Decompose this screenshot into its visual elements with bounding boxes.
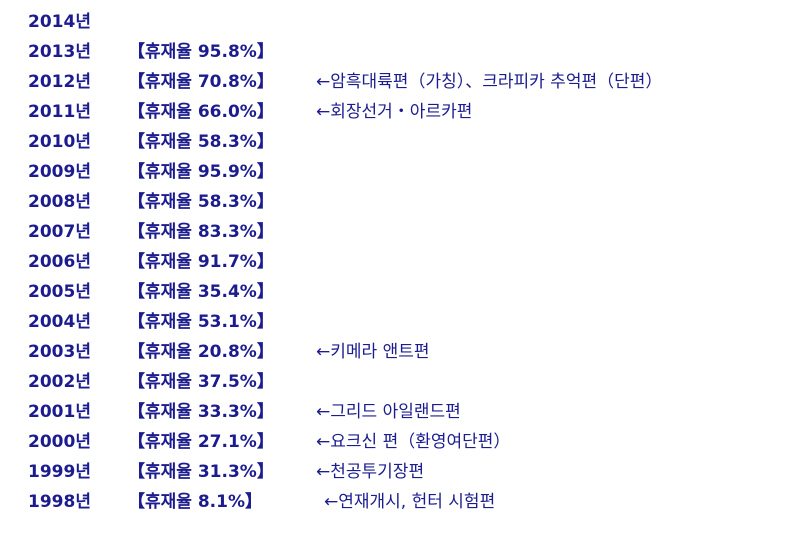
- rate: 【휴재율 95.9%】: [128, 162, 274, 182]
- year: 1998년: [28, 492, 91, 512]
- note: ←천공투기장편: [316, 462, 425, 482]
- year: 2003년: [28, 342, 91, 362]
- rate: 【휴재율 91.7%】: [128, 252, 274, 272]
- rate: 【휴재율 95.8%】: [128, 42, 274, 62]
- rate: 【휴재율 20.8%】: [128, 342, 274, 362]
- year: 2011년: [28, 102, 91, 122]
- year: 2002년: [28, 372, 91, 392]
- year: 2013년: [28, 42, 91, 62]
- rate: 【휴재율 27.1%】: [128, 432, 274, 452]
- year: 2004년: [28, 312, 91, 332]
- rate: 【휴재율 83.3%】: [128, 222, 274, 242]
- year: 2006년: [28, 252, 91, 272]
- note: ←그리드 아일랜드편: [316, 402, 461, 422]
- rate: 【휴재율 58.3%】: [128, 132, 274, 152]
- year: 2000년: [28, 432, 91, 452]
- year: 2005년: [28, 282, 91, 302]
- note: ←키메라 앤트편: [316, 342, 430, 362]
- year: 2001년: [28, 402, 91, 422]
- year: 2014년: [28, 12, 91, 32]
- rate: 【휴재율 37.5%】: [128, 372, 274, 392]
- year: 2007년: [28, 222, 91, 242]
- rate: 【휴재율 66.0%】: [128, 102, 274, 122]
- year: 2010년: [28, 132, 91, 152]
- year: 2012년: [28, 72, 91, 92]
- note: ←암흑대륙편（가칭）、크라피카 추억편（단편）: [316, 72, 663, 92]
- rate: 【휴재율 31.3%】: [128, 462, 274, 482]
- rate: 【휴재율 33.3%】: [128, 402, 274, 422]
- rate: 【휴재율 58.3%】: [128, 192, 274, 212]
- note: ←요크신 편（환영여단편）: [316, 432, 511, 452]
- rate: 【휴재율 53.1%】: [128, 312, 274, 332]
- year: 2008년: [28, 192, 91, 212]
- note: ←회장선거・아르카편: [316, 102, 473, 122]
- rate: 【휴재율 8.1%】: [128, 492, 262, 512]
- rate: 【휴재율 70.8%】: [128, 72, 274, 92]
- year: 1999년: [28, 462, 91, 482]
- rate: 【휴재율 35.4%】: [128, 282, 274, 302]
- note: ←연재개시, 헌터 시험편: [324, 492, 496, 512]
- year: 2009년: [28, 162, 91, 182]
